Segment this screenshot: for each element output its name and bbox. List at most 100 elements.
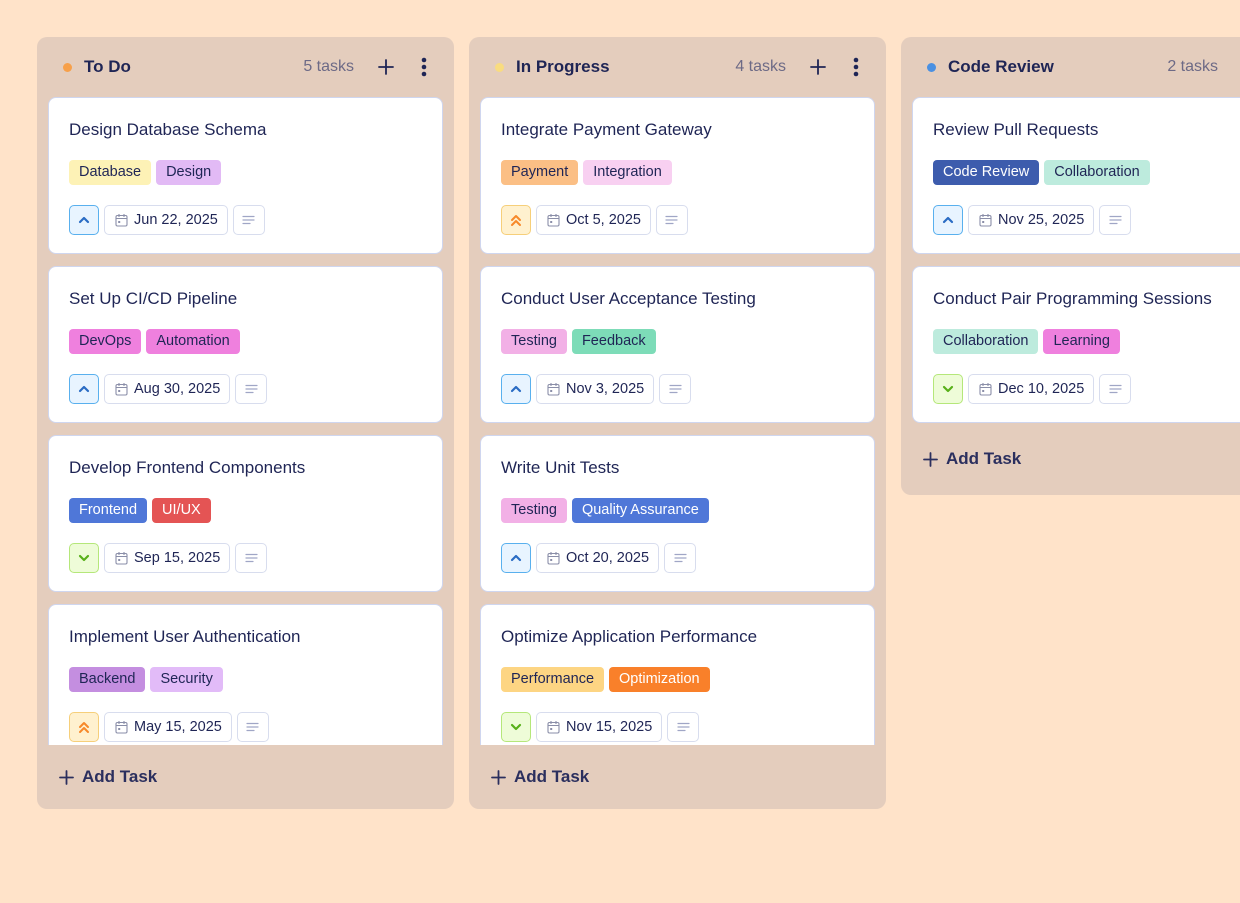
card-list[interactable]: Integrate Payment Gateway Payment Integra… xyxy=(469,97,886,745)
description-button[interactable] xyxy=(667,712,700,742)
priority-high-button[interactable] xyxy=(69,712,99,742)
priority-medium-button[interactable] xyxy=(501,374,531,404)
board-column-to-do: To Do 5 tasks Design Database Schema Dat… xyxy=(37,37,454,809)
task-card[interactable]: Design Database Schema Database Design Ju… xyxy=(48,97,443,254)
task-count: 4 tasks xyxy=(735,58,786,75)
text-lines-icon xyxy=(677,722,690,732)
task-meta: Jun 22, 2025 xyxy=(69,205,422,235)
task-count: 5 tasks xyxy=(303,58,354,75)
task-meta: Oct 5, 2025 xyxy=(501,205,854,235)
description-button[interactable] xyxy=(655,205,688,235)
plus-icon xyxy=(923,451,938,467)
calendar-icon xyxy=(547,383,560,396)
text-lines-icon xyxy=(1109,215,1122,225)
due-date-button[interactable]: Oct 5, 2025 xyxy=(536,205,651,235)
tag-badge: Design xyxy=(156,160,222,185)
task-count: 2 tasks xyxy=(1167,58,1218,75)
tag-badge: Payment xyxy=(501,160,579,185)
due-date: Nov 25, 2025 xyxy=(998,212,1085,228)
text-lines-icon xyxy=(245,553,258,563)
tag-badge: Automation xyxy=(146,329,240,354)
column-title: Code Review xyxy=(948,57,1054,76)
column-title: In Progress xyxy=(516,57,610,76)
calendar-icon xyxy=(115,383,128,396)
text-lines-icon xyxy=(245,384,258,394)
tag-badge: Learning xyxy=(1043,329,1120,354)
task-meta: May 15, 2025 xyxy=(69,712,422,742)
task-card[interactable]: Develop Frontend Components Frontend UI/U… xyxy=(48,435,443,592)
text-lines-icon xyxy=(669,384,682,394)
due-date-button[interactable]: May 15, 2025 xyxy=(104,712,232,742)
calendar-icon xyxy=(115,214,128,227)
calendar-icon xyxy=(979,383,992,396)
calendar-icon xyxy=(547,214,560,227)
description-button[interactable] xyxy=(232,205,265,235)
column-header: Code Review 2 tasks xyxy=(901,37,1240,97)
description-button[interactable] xyxy=(236,712,269,742)
due-date-button[interactable]: Nov 15, 2025 xyxy=(536,712,663,742)
card-list[interactable]: Review Pull Requests Code Review Collabor… xyxy=(901,97,1240,423)
task-card[interactable]: Implement User Authentication Backend Sec… xyxy=(48,604,443,745)
priority-medium-button[interactable] xyxy=(501,543,531,573)
task-card[interactable]: Conduct Pair Programming Sessions Collab… xyxy=(912,266,1240,423)
description-button[interactable] xyxy=(235,543,268,573)
add-task-header-button[interactable] xyxy=(376,55,396,79)
due-date-button[interactable]: Sep 15, 2025 xyxy=(104,543,231,573)
tag-badge: Database xyxy=(69,160,152,185)
priority-low-button[interactable] xyxy=(501,712,531,742)
chevron-up-icon xyxy=(78,216,90,224)
add-task-button[interactable]: Add Task xyxy=(469,745,886,809)
task-title: Develop Frontend Components xyxy=(69,458,306,477)
due-date-button[interactable]: Aug 30, 2025 xyxy=(104,374,231,404)
priority-high-button[interactable] xyxy=(501,205,531,235)
calendar-icon xyxy=(547,552,560,565)
add-task-button[interactable]: Add Task xyxy=(901,423,1240,495)
status-dot-icon xyxy=(495,62,504,72)
description-button[interactable] xyxy=(659,374,692,404)
column-menu-button[interactable] xyxy=(414,55,434,79)
task-card[interactable]: Integrate Payment Gateway Payment Integra… xyxy=(480,97,875,254)
priority-low-button[interactable] xyxy=(69,543,99,573)
calendar-icon xyxy=(115,552,128,565)
description-button[interactable] xyxy=(1099,374,1132,404)
description-button[interactable] xyxy=(664,543,697,573)
kanban-board: To Do 5 tasks Design Database Schema Dat… xyxy=(37,37,1240,809)
tag-list: Code Review Collaboration xyxy=(933,160,1240,185)
due-date: Nov 15, 2025 xyxy=(566,719,653,735)
priority-medium-button[interactable] xyxy=(69,374,99,404)
description-button[interactable] xyxy=(1099,205,1132,235)
priority-medium-button[interactable] xyxy=(933,205,963,235)
tag-list: Collaboration Learning xyxy=(933,329,1240,354)
description-button[interactable] xyxy=(235,374,268,404)
due-date-button[interactable]: Nov 3, 2025 xyxy=(536,374,655,404)
task-title: Integrate Payment Gateway xyxy=(501,120,712,139)
task-card[interactable]: Optimize Application Performance Perform… xyxy=(480,604,875,745)
due-date: Oct 5, 2025 xyxy=(566,212,641,228)
task-card[interactable]: Write Unit Tests Testing Quality Assuranc… xyxy=(480,435,875,592)
calendar-icon xyxy=(979,214,992,227)
task-meta: Dec 10, 2025 xyxy=(933,374,1240,404)
column-title: To Do xyxy=(84,57,131,76)
add-task-header-button[interactable] xyxy=(808,55,828,79)
due-date-button[interactable]: Oct 20, 2025 xyxy=(536,543,660,573)
tag-badge: UI/UX xyxy=(152,498,211,523)
task-title: Implement User Authentication xyxy=(69,627,301,646)
priority-low-button[interactable] xyxy=(933,374,963,404)
task-title: Write Unit Tests xyxy=(501,458,620,477)
card-list[interactable]: Design Database Schema Database Design Ju… xyxy=(37,97,454,745)
task-card[interactable]: Set Up CI/CD Pipeline DevOps Automation A… xyxy=(48,266,443,423)
tag-badge: Collaboration xyxy=(1044,160,1150,185)
due-date: May 15, 2025 xyxy=(134,719,222,735)
add-task-button[interactable]: Add Task xyxy=(37,745,454,809)
due-date-button[interactable]: Dec 10, 2025 xyxy=(968,374,1095,404)
tag-list: Frontend UI/UX xyxy=(69,498,422,523)
task-card[interactable]: Conduct User Acceptance Testing Testing F… xyxy=(480,266,875,423)
column-menu-button[interactable] xyxy=(846,55,866,79)
chevron-up-icon xyxy=(942,216,954,224)
task-card[interactable]: Review Pull Requests Code Review Collabor… xyxy=(912,97,1240,254)
due-date-button[interactable]: Jun 22, 2025 xyxy=(104,205,228,235)
due-date-button[interactable]: Nov 25, 2025 xyxy=(968,205,1095,235)
priority-medium-button[interactable] xyxy=(69,205,99,235)
tag-badge: Frontend xyxy=(69,498,148,523)
task-title: Optimize Application Performance xyxy=(501,627,758,646)
